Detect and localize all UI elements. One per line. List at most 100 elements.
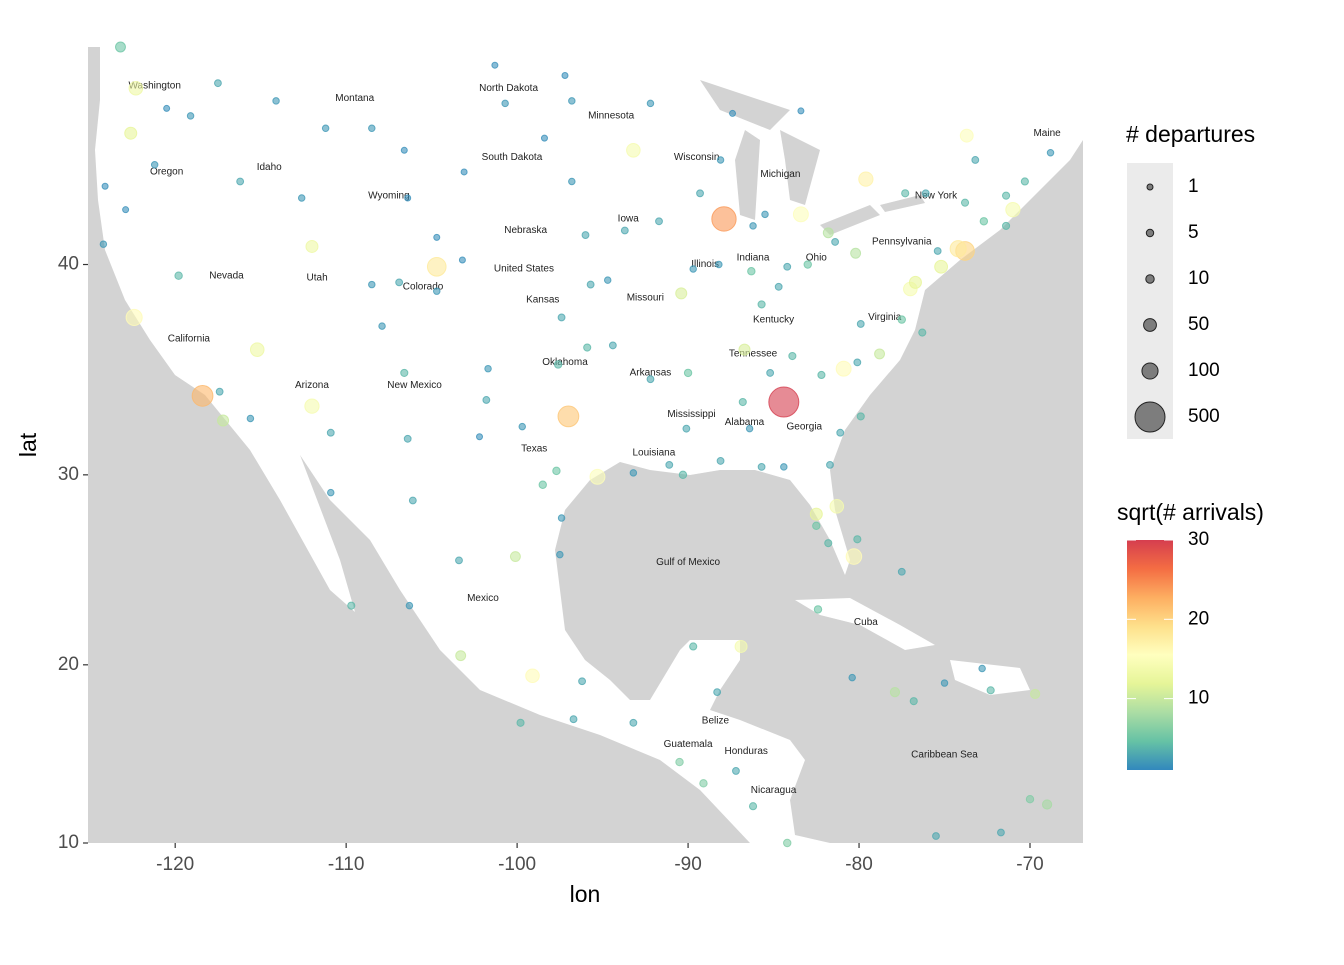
map-label: United States xyxy=(494,264,554,275)
y-tick-label: 20 xyxy=(58,654,79,675)
x-axis-title: lon xyxy=(570,881,601,907)
airport-point xyxy=(501,99,509,108)
x-tick-label: -110 xyxy=(328,854,365,875)
map-label: Wisconsin xyxy=(674,152,720,163)
map-label: Gulf of Mexico xyxy=(656,557,720,568)
x-tick-label: -90 xyxy=(674,854,701,875)
airport-point xyxy=(191,384,214,407)
airport-point xyxy=(757,300,766,309)
airport-point xyxy=(115,41,126,53)
airport-point xyxy=(711,206,737,232)
airport-point xyxy=(940,679,949,687)
airport-point xyxy=(583,343,592,352)
airport-point xyxy=(174,271,183,280)
airport-point xyxy=(797,107,805,115)
airport-point xyxy=(933,247,942,255)
airport-point xyxy=(858,171,874,187)
y-tick-label: 40 xyxy=(58,254,79,275)
airport-point xyxy=(400,146,408,154)
airport-point xyxy=(803,260,812,269)
size-legend-key xyxy=(1141,362,1159,380)
map-label: Caribbean Sea xyxy=(911,750,978,761)
airport-point xyxy=(455,650,467,662)
map-label: Tennessee xyxy=(729,349,778,360)
airport-point xyxy=(557,313,566,322)
map-label: Colorado xyxy=(403,281,444,292)
airport-point xyxy=(304,398,320,414)
map-label: Mexico xyxy=(467,593,499,604)
airport-point xyxy=(629,469,638,477)
map-label: Arkansas xyxy=(630,368,672,379)
airport-point xyxy=(458,256,466,264)
map-label: Alabama xyxy=(725,417,765,428)
airport-point xyxy=(455,556,463,565)
airport-point xyxy=(768,386,800,418)
map-label: Indiana xyxy=(737,252,770,263)
size-legend-key xyxy=(1145,228,1155,238)
airport-point xyxy=(236,177,245,186)
map-label: North Dakota xyxy=(479,83,538,94)
airport-point xyxy=(997,828,1005,837)
x-tick-label: -70 xyxy=(1016,854,1043,875)
airport-point xyxy=(557,514,566,522)
airport-point xyxy=(405,601,414,610)
airport-point xyxy=(874,348,886,360)
airport-point xyxy=(538,480,547,489)
airport-point xyxy=(783,838,792,848)
colorbar-label: 20 xyxy=(1188,608,1209,629)
map-label: Wyoming xyxy=(368,190,410,201)
airport-point xyxy=(732,767,740,775)
size-legend-key xyxy=(1146,183,1154,191)
airport-point xyxy=(809,507,823,521)
map-label: Missouri xyxy=(627,292,664,303)
y-tick-label: 30 xyxy=(58,464,79,485)
map-label: Mississippi xyxy=(667,409,715,420)
airport-point xyxy=(101,182,109,190)
hispaniola xyxy=(950,660,1030,695)
airport-point xyxy=(918,328,927,337)
airport-point xyxy=(715,260,723,269)
airport-point xyxy=(682,424,691,433)
airport-point xyxy=(540,134,548,142)
airport-point xyxy=(813,605,823,614)
airport-point xyxy=(747,267,756,276)
airport-point xyxy=(716,456,725,465)
airport-point xyxy=(901,189,910,198)
airport-point xyxy=(552,466,561,476)
airport-point xyxy=(655,217,663,226)
airport-point xyxy=(626,143,641,158)
airport-point xyxy=(646,99,655,108)
colorbar xyxy=(1127,540,1173,770)
airport-point xyxy=(586,280,595,289)
size-legend-title: # departures xyxy=(1126,121,1255,147)
airport-point xyxy=(822,227,834,239)
airport-point xyxy=(683,368,693,378)
airport-point xyxy=(1020,177,1029,186)
airport-point xyxy=(783,262,792,271)
airport-point xyxy=(1046,148,1055,157)
airport-point xyxy=(321,124,330,133)
size-legend-label: 5 xyxy=(1188,222,1199,243)
airport-point xyxy=(128,80,144,96)
airport-point xyxy=(665,460,674,469)
airport-point xyxy=(729,109,737,117)
airport-point xyxy=(792,206,809,223)
airport-point xyxy=(404,194,412,202)
airport-point xyxy=(848,673,856,682)
airport-point xyxy=(826,460,834,469)
size-legend-label: 500 xyxy=(1188,406,1220,427)
airport-point xyxy=(400,368,409,377)
airport-point xyxy=(246,414,255,423)
airport-point xyxy=(748,802,758,811)
airport-point xyxy=(829,499,845,514)
airport-point xyxy=(305,239,319,253)
airport-point xyxy=(745,424,754,433)
airport-point xyxy=(408,496,417,505)
airport-point xyxy=(831,238,840,246)
airport-point xyxy=(845,548,863,565)
airport-point xyxy=(557,405,580,428)
airport-point xyxy=(525,668,540,684)
map-label: Arizona xyxy=(295,380,329,391)
airport-point xyxy=(99,240,108,248)
